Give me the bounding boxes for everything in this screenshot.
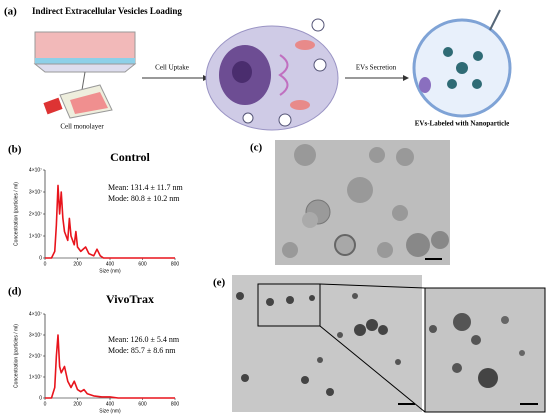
- arrow-label: Cell Uptake: [155, 64, 189, 72]
- x-tick-label: 400: [106, 401, 115, 407]
- chart-title: Control: [110, 150, 150, 164]
- charts: (b) Control Mean: 131.4 ± 11.7 nm Mode: 80.…: [8, 144, 184, 415]
- y-tick-label: 3×10⁷: [29, 189, 42, 195]
- x-axis-label: Size (nm): [99, 408, 121, 414]
- extracellular-vesicle: [412, 9, 512, 118]
- arrow-label: EVs Secretion: [356, 64, 397, 72]
- annotation: Mean: 126.0 ± 5.4 nm: [108, 335, 180, 344]
- annotation: Mode: 80.8 ± 10.2 nm: [108, 194, 180, 203]
- y-axis-label: Concentration (particles / ml): [13, 182, 19, 246]
- panel-label: (c): [250, 142, 263, 154]
- y-tick-label: 1×10⁷: [29, 233, 42, 239]
- y-tick-label: 4×10⁷: [29, 311, 42, 317]
- micrograph: [275, 140, 450, 265]
- y-tick-label: 4×10⁷: [29, 167, 42, 173]
- x-tick-label: 200: [73, 261, 82, 267]
- chart: (b) Control Mean: 131.4 ± 11.7 nm Mode: 80.…: [8, 144, 184, 275]
- annotation: Mode: 85.7 ± 8.6 nm: [108, 346, 176, 355]
- caption: EVs-Labeled with Nanoparticle: [415, 120, 510, 128]
- x-tick-label: 400: [106, 261, 115, 267]
- data-line: [45, 184, 175, 259]
- data-line: [45, 334, 175, 399]
- x-tick-label: 0: [44, 261, 47, 267]
- y-tick-label: 0: [39, 255, 42, 261]
- annotation: Mean: 131.4 ± 11.7 nm: [108, 183, 184, 192]
- x-tick-label: 800: [171, 261, 180, 267]
- caption: Cell monolayer: [60, 123, 104, 131]
- panel-title: Indirect Extracellular Vesicles Loading: [32, 6, 182, 16]
- x-tick-label: 200: [73, 401, 82, 407]
- culture-dish: [33, 31, 137, 119]
- x-tick-label: 600: [138, 401, 147, 407]
- chart: (d) VivoTrax Mean: 126.0 ± 5.4 nm Mode: 85.…: [8, 286, 180, 415]
- panel-label: (b): [8, 144, 22, 156]
- panel-label: (e): [213, 277, 226, 289]
- x-tick-label: 600: [138, 261, 147, 267]
- y-tick-label: 1×10⁷: [29, 374, 42, 380]
- panel-label: (d): [8, 286, 22, 298]
- x-tick-label: 0: [44, 401, 47, 407]
- y-axis-label: Concentration (particles / ml): [13, 324, 19, 388]
- x-tick-label: 800: [171, 401, 180, 407]
- panel-label: (a): [4, 6, 17, 18]
- y-tick-label: 2×10⁷: [29, 353, 42, 359]
- y-tick-label: 3×10⁷: [29, 332, 42, 338]
- y-tick-label: 2×10⁷: [29, 211, 42, 217]
- micrograph: [232, 275, 546, 413]
- cell: [205, 18, 339, 131]
- arrowhead: [403, 75, 409, 81]
- y-tick-label: 0: [39, 395, 42, 401]
- chart-title: VivoTrax: [106, 292, 154, 306]
- x-axis-label: Size (nm): [99, 268, 121, 274]
